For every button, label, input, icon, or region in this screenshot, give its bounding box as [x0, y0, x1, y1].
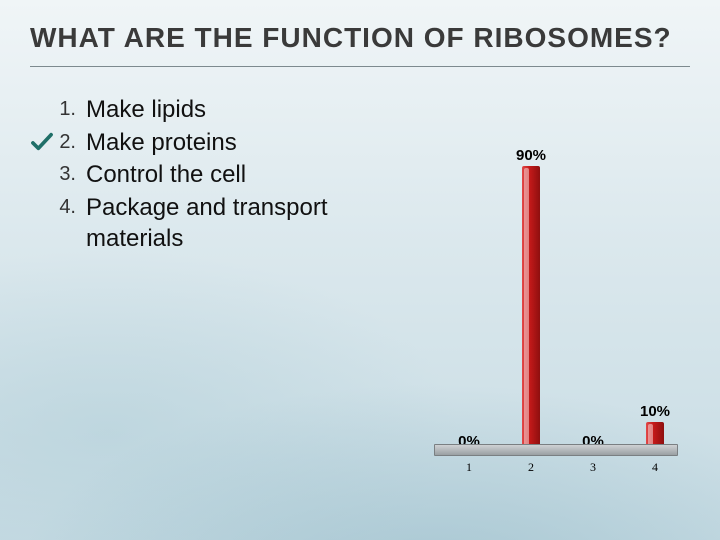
page-title: WHAT ARE THE FUNCTION OF RIBOSOMES? [30, 22, 690, 54]
answer-row: 1. Make lipids [28, 95, 392, 126]
chart-plot-area: 0%90%0%10% [430, 134, 690, 454]
answer-row: 4. Package and transport materials [28, 193, 392, 254]
answer-text: Control the cell [86, 160, 246, 191]
x-axis-label: 3 [590, 460, 596, 475]
answer-row: 3. Control the cell [28, 160, 392, 191]
check-cell [28, 95, 56, 99]
check-cell [28, 128, 56, 152]
poll-bar-chart: 0%90%0%10% 1 2 3 4 [430, 110, 690, 510]
chart-axis-base [434, 444, 678, 456]
answer-number: 1. [56, 95, 86, 121]
answer-list: 1. Make lipids 2. Make proteins 3. Contr… [22, 95, 392, 257]
bar-value-label: 90% [516, 147, 546, 164]
bar-value-label: 10% [640, 403, 670, 420]
x-axis-label: 4 [652, 460, 658, 475]
chart-x-labels: 1 2 3 4 [430, 460, 690, 480]
answer-text: Make proteins [86, 128, 237, 159]
answer-number: 4. [56, 193, 86, 219]
check-cell [28, 193, 56, 197]
answer-number: 3. [56, 160, 86, 186]
chart-bar: 90% [522, 166, 540, 454]
x-axis-label: 2 [528, 460, 534, 475]
bar-shine [524, 168, 529, 452]
answer-row: 2. Make proteins [28, 128, 392, 159]
answer-number: 2. [56, 128, 86, 154]
check-cell [28, 160, 56, 164]
checkmark-icon [31, 132, 53, 152]
answer-text: Make lipids [86, 95, 206, 126]
x-axis-label: 1 [466, 460, 472, 475]
answer-text: Package and transport materials [86, 193, 366, 254]
